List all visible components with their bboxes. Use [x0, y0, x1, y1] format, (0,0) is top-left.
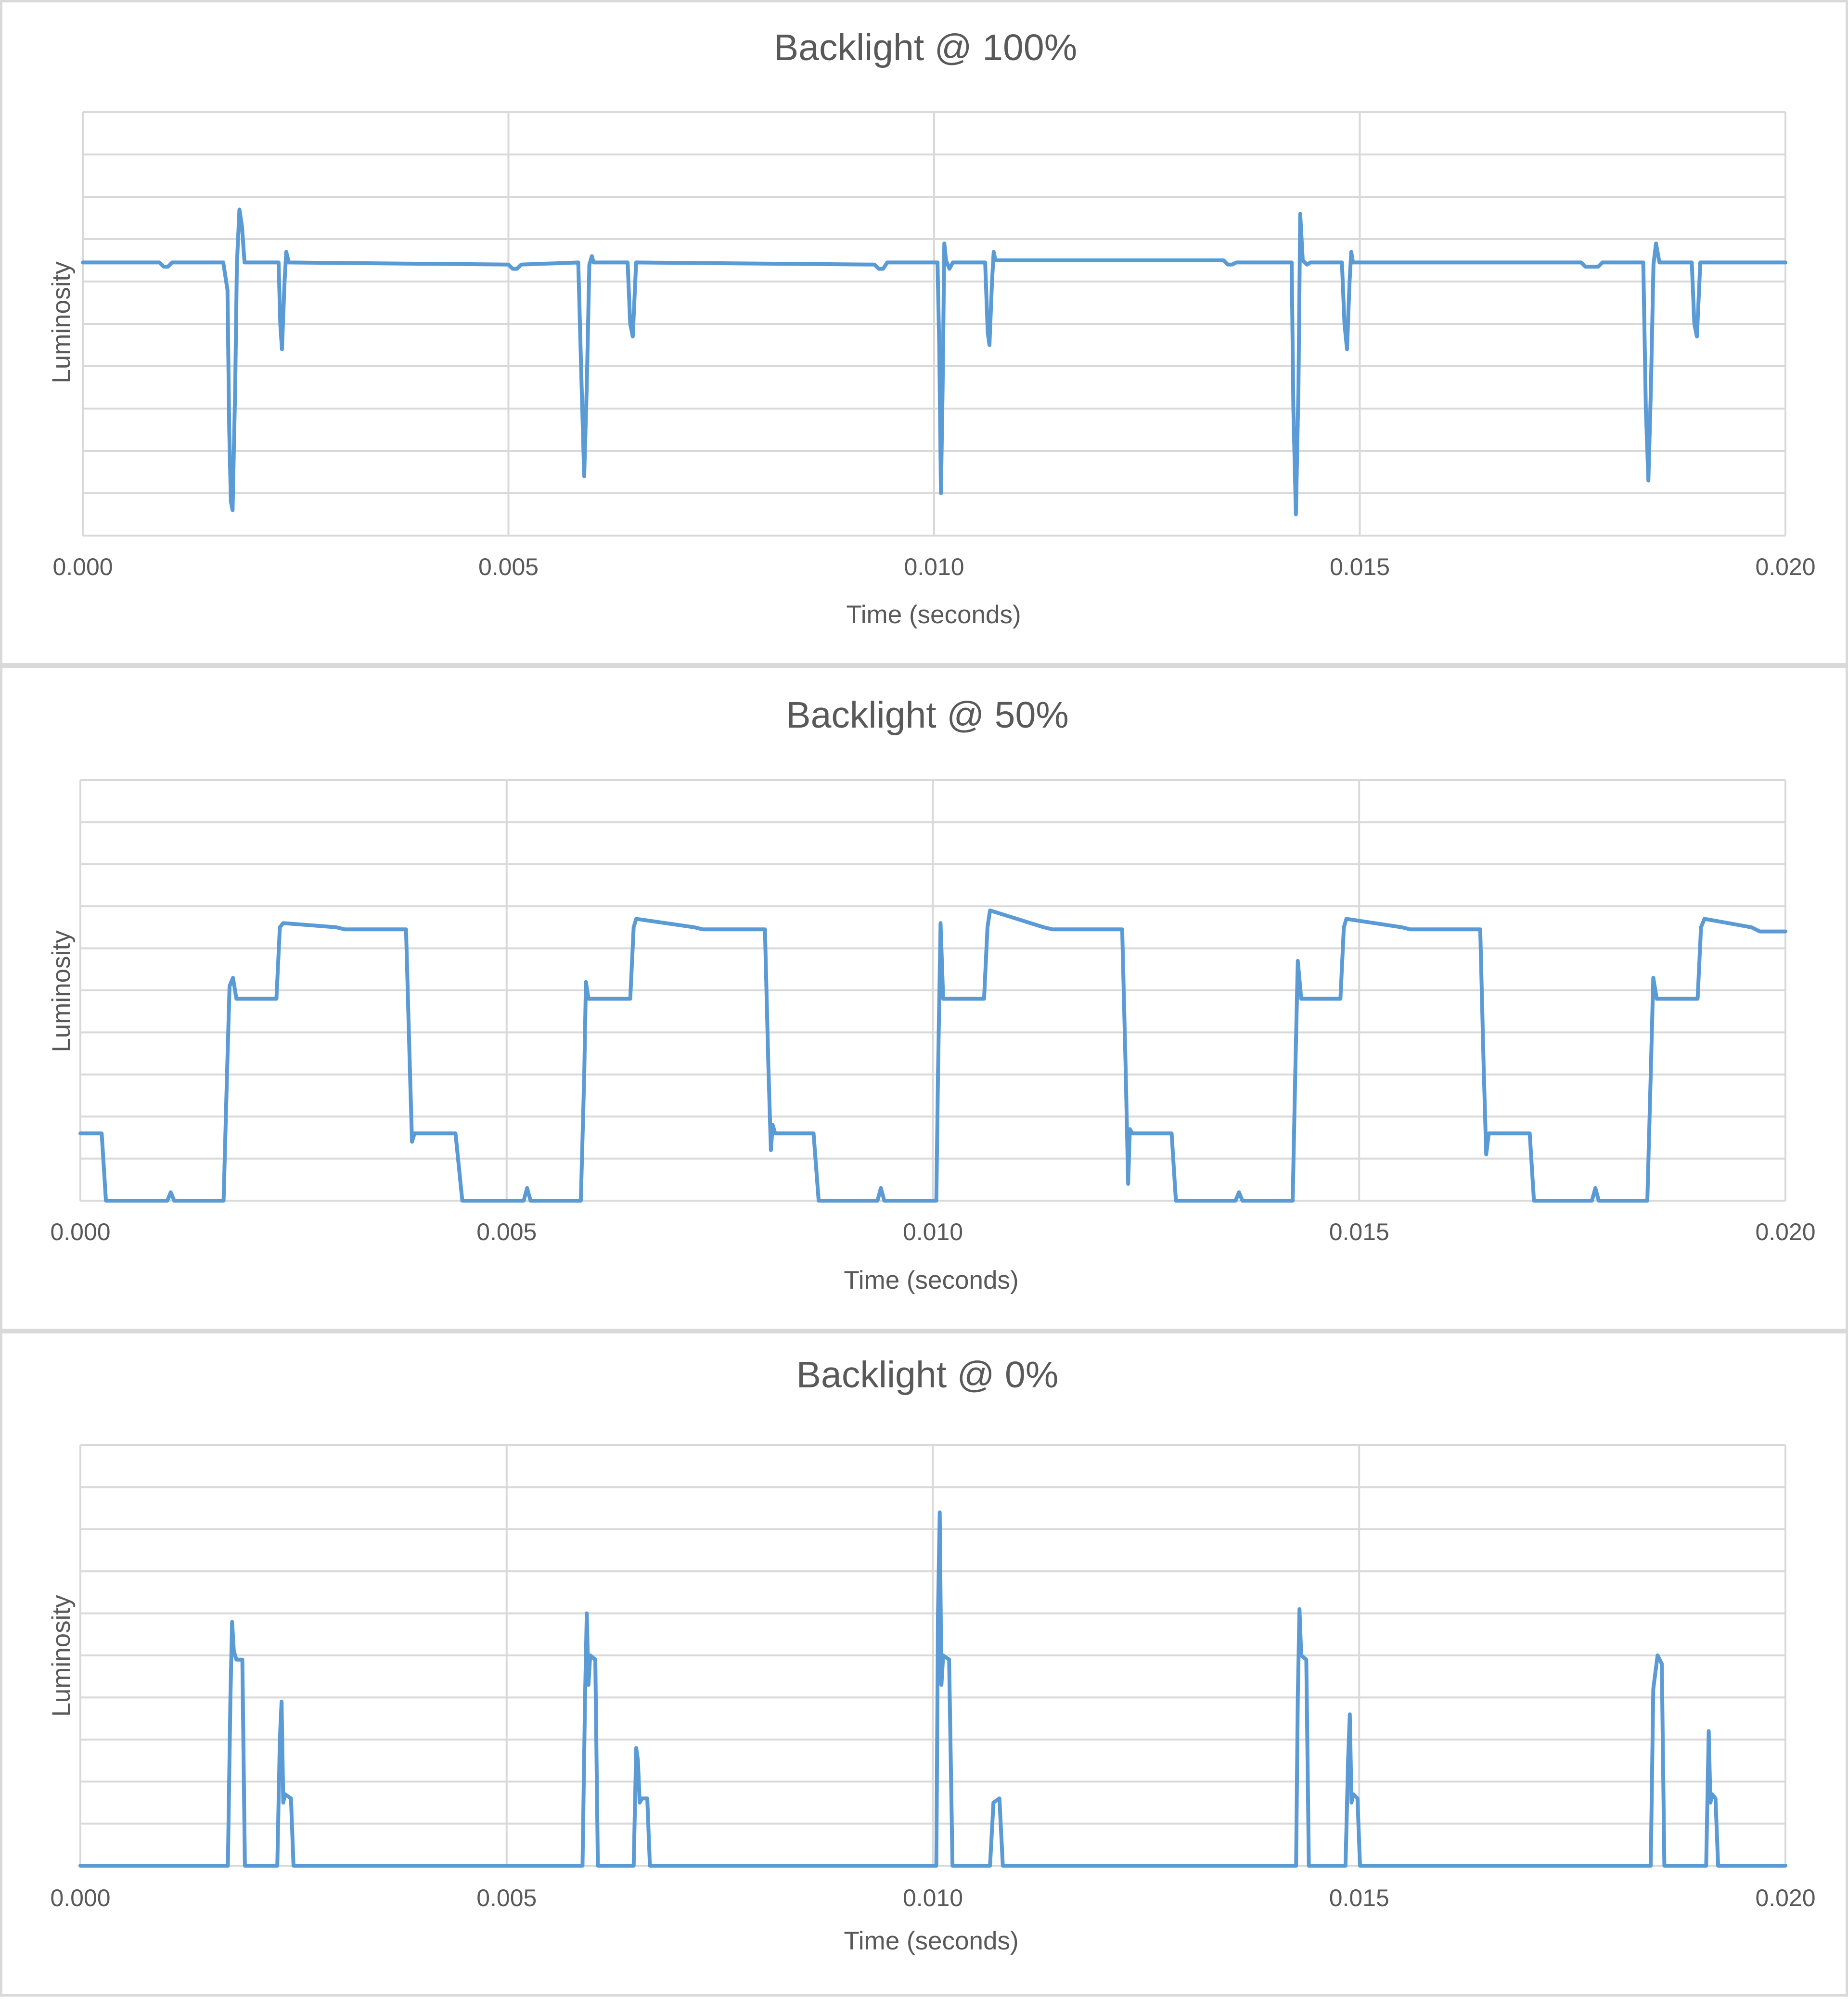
chart-panel-1: 0.000 0.005 0.010 0.015 0.020 Backlight @ 10… [0, 0, 1848, 666]
x-tick-label: 0.015 [1329, 1884, 1389, 1911]
gridlines [79, 779, 1786, 1202]
chart-panel-3: 0.000 0.005 0.010 0.015 0.020 Backlight @ 0%… [0, 1331, 1848, 1997]
x-tick-label: 0.010 [904, 553, 964, 580]
x-axis-label: Time (seconds) [844, 1266, 1018, 1294]
x-tick-label: 0.015 [1330, 553, 1390, 580]
chart-1: 0.000 0.005 0.010 0.015 0.020 Backlight @ 10… [47, 27, 1816, 629]
x-tick-label: 0.020 [1755, 553, 1815, 580]
chart-title: Backlight @ 100% [774, 27, 1077, 68]
x-tick-label: 0.010 [903, 1884, 963, 1911]
x-tick-label: 0.015 [1329, 1218, 1389, 1245]
chart-title: Backlight @ 50% [786, 694, 1069, 736]
y-axis-label: Luminosity [47, 930, 76, 1052]
x-tick-label: 0.005 [478, 553, 539, 580]
series-line [78, 908, 1787, 1203]
x-tick-label: 0.010 [903, 1218, 963, 1245]
chart-panel-2: 0.000 0.005 0.010 0.015 0.020 Backlight @ 50… [0, 666, 1848, 1331]
x-tick-label: 0.005 [476, 1218, 537, 1245]
gridlines [79, 1444, 1786, 1867]
x-tick-label: 0.020 [1755, 1218, 1815, 1245]
x-axis-label: Time (seconds) [844, 1927, 1018, 1955]
y-axis-label: Luminosity [47, 261, 76, 384]
chart-2: 0.000 0.005 0.010 0.015 0.020 Backlight @ 50… [47, 694, 1816, 1294]
x-tick-labels: 0.000 0.005 0.010 0.015 0.020 [50, 1884, 1815, 1911]
series-line [78, 1510, 1787, 1868]
x-tick-label: 0.000 [50, 1884, 110, 1911]
chart-3: 0.000 0.005 0.010 0.015 0.020 Backlight @ 0%… [47, 1354, 1816, 1955]
y-axis-label: Luminosity [47, 1595, 76, 1717]
gridlines [82, 111, 1786, 537]
x-axis-label: Time (seconds) [846, 601, 1021, 629]
x-tick-label: 0.000 [50, 1218, 110, 1245]
x-tick-label: 0.020 [1755, 1884, 1815, 1911]
chart-title: Backlight @ 0% [796, 1354, 1059, 1396]
x-tick-labels: 0.000 0.005 0.010 0.015 0.020 [50, 1218, 1815, 1245]
series-line [81, 207, 1787, 516]
x-tick-label: 0.005 [476, 1884, 537, 1911]
x-tick-label: 0.000 [52, 553, 113, 580]
x-tick-labels: 0.000 0.005 0.010 0.015 0.020 [52, 553, 1815, 580]
